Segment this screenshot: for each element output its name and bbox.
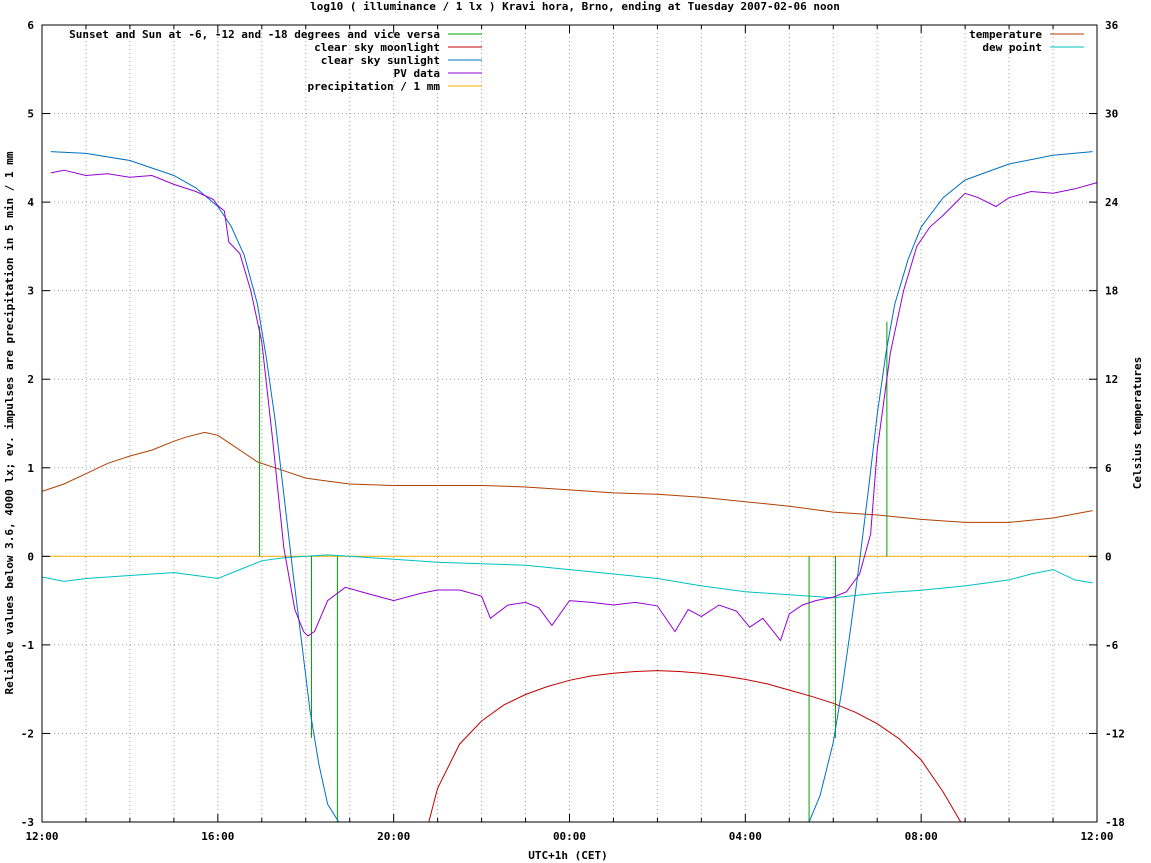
legend-label: precipitation / 1 mm [308,80,441,93]
legend-label: temperature [969,28,1042,41]
series-line-dew-point [41,554,1093,599]
x-tick-label: 20:00 [377,830,410,843]
y-tick-label: 3 [27,285,34,298]
y-axis-label: Reliable values below 3.6, 4000 lx; ev. … [3,151,16,694]
y2-tick-label: 18 [1105,285,1118,298]
axes: 12:00 16:00 20:00 00:00 04:00 08:00 12:00-3-2-… [21,19,1125,843]
legend-label: clear sky moonlight [314,41,440,54]
legend-label: dew point [982,41,1042,54]
y2-tick-label: 12 [1105,373,1118,386]
y2-tick-label: 30 [1105,108,1118,121]
series-line-clear-sky-moonlight [428,670,962,823]
legend-left: Sunset and Sun at -6, -12 and -18 degree… [69,28,482,93]
x-axis-label: UTC+1h (CET) [528,849,607,862]
x-tick-label: 12:00 [25,830,58,843]
y2-tick-label: -12 [1105,727,1125,740]
x-tick-label: 16:00 [201,830,234,843]
y2-tick-label: 0 [1105,550,1112,563]
y-tick-label: 2 [27,373,34,386]
y-tick-label: 0 [27,550,34,563]
x-tick-label: 00:00 [553,830,586,843]
legend-label: PV data [394,67,440,80]
y-tick-label: 1 [27,462,34,475]
grid [42,25,1097,822]
y-tick-label: -1 [21,639,35,652]
y-tick-label: -3 [21,816,34,829]
y-tick-label: 4 [27,196,34,209]
legend-label: Sunset and Sun at -6, -12 and -18 degree… [69,28,440,41]
y2-tick-label: -6 [1105,639,1119,652]
y2-tick-label: 6 [1105,462,1112,475]
chart-title: log10 ( illuminance / 1 lx ) Kravi hora,… [310,0,840,13]
series-line-temperature [41,431,1093,523]
y-tick-label: 5 [27,108,34,121]
y-tick-label: -2 [21,727,34,740]
y2-tick-label: 24 [1105,196,1119,209]
x-tick-label: 08:00 [905,830,938,843]
series-line-pv-data [50,169,1098,642]
y-tick-label: 6 [27,19,34,32]
x-tick-label: 12:00 [1080,830,1113,843]
legend-label: clear sky sunlight [321,54,440,67]
y2-tick-label: 36 [1105,19,1119,32]
x-tick-label: 04:00 [729,830,762,843]
y2-axis-label: Celsius temperatures [1131,357,1144,489]
y2-tick-label: -18 [1105,816,1125,829]
